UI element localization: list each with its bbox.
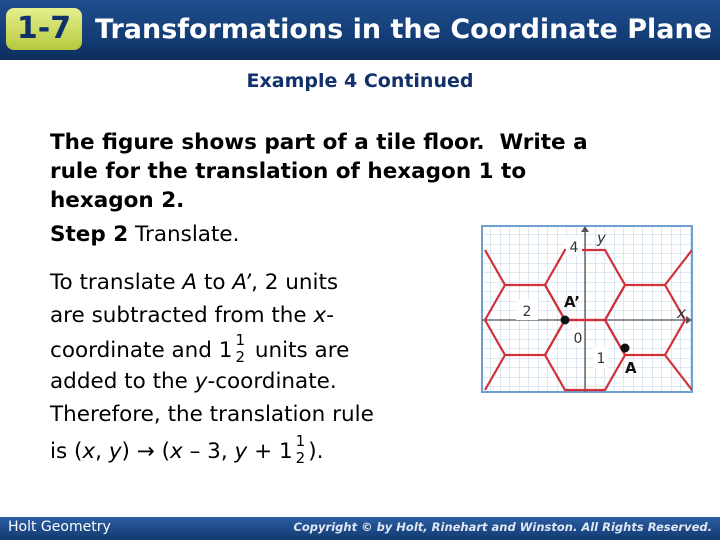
var: x bbox=[82, 439, 96, 464]
label-bg bbox=[566, 236, 582, 256]
label-bg bbox=[594, 348, 608, 368]
text: Therefore, the translation rule bbox=[50, 402, 374, 427]
var: y bbox=[194, 369, 208, 394]
point-label: A’ bbox=[564, 293, 580, 311]
copyright: Copyright © by Holt, Rinehart and Winsto… bbox=[293, 520, 712, 534]
text: To translate bbox=[50, 270, 183, 295]
x-arrow bbox=[686, 316, 692, 324]
step: Step 2 Translate. bbox=[50, 222, 239, 247]
point-label: A bbox=[625, 359, 637, 377]
numerator: 1 bbox=[235, 331, 246, 349]
problem-line: hexagon 2. bbox=[50, 188, 185, 213]
var: y bbox=[108, 439, 122, 464]
text: added to the bbox=[50, 369, 195, 394]
text: + 1 bbox=[247, 439, 293, 464]
label-bg bbox=[516, 300, 538, 320]
problem-line: The figure shows part of a tile floor. W… bbox=[50, 130, 588, 155]
point bbox=[560, 315, 570, 325]
point bbox=[620, 343, 630, 353]
text: coordinate and 1 bbox=[50, 338, 233, 363]
header-bar bbox=[0, 0, 720, 60]
lesson-number: 1-7 bbox=[6, 8, 82, 50]
text: to bbox=[197, 270, 233, 295]
text: units are bbox=[248, 338, 350, 363]
text: are subtracted from the bbox=[50, 303, 314, 328]
denominator: 2 bbox=[295, 449, 306, 467]
var: x bbox=[313, 303, 327, 328]
footer-bar bbox=[0, 517, 720, 540]
text: , bbox=[95, 439, 109, 464]
denominator: 2 bbox=[235, 348, 246, 366]
step-label: Step 2 bbox=[50, 222, 129, 247]
problem-line: rule for the translation of hexagon 1 to bbox=[50, 159, 527, 184]
explanation-line: To translate A to A’, 2 units bbox=[50, 270, 338, 295]
step-text: Translate. bbox=[128, 222, 240, 247]
text: ) → ( bbox=[121, 439, 171, 464]
course-name: Holt Geometry bbox=[8, 519, 111, 535]
text: , 2 units bbox=[251, 270, 339, 295]
slide-title: Transformations in the Coordinate Plane bbox=[95, 14, 713, 45]
text: - bbox=[326, 303, 334, 328]
var: A bbox=[182, 270, 198, 295]
explanation-line: are subtracted from the x- bbox=[50, 303, 334, 328]
y-arrow bbox=[581, 226, 589, 232]
var: A’ bbox=[232, 270, 252, 295]
text: -coordinate. bbox=[207, 369, 337, 394]
var: y bbox=[234, 439, 248, 464]
explanation-line: Therefore, the translation rule bbox=[50, 402, 374, 427]
var: x bbox=[170, 439, 183, 464]
tick-label: 4 bbox=[570, 240, 579, 256]
tick-label: 2 bbox=[523, 304, 532, 320]
numerator: 1 bbox=[295, 432, 306, 450]
text: ). bbox=[308, 439, 324, 464]
tick-label: 0 bbox=[574, 331, 583, 347]
explanation-line: added to the y-coordinate. bbox=[50, 369, 337, 394]
axis-label: y bbox=[596, 229, 607, 247]
text: is ( bbox=[50, 439, 83, 464]
graph: 2 4 y x 0 1 A’ A bbox=[481, 225, 693, 393]
subtitle: Example 4 Continued bbox=[246, 70, 474, 92]
explanation-line: is (x, y) → (x – 3, y + 1 1 2). bbox=[50, 433, 324, 469]
text: – 3, bbox=[182, 439, 235, 464]
label-bg bbox=[572, 328, 584, 346]
axis-label: x bbox=[676, 304, 686, 322]
tick-label: 1 bbox=[597, 351, 606, 367]
